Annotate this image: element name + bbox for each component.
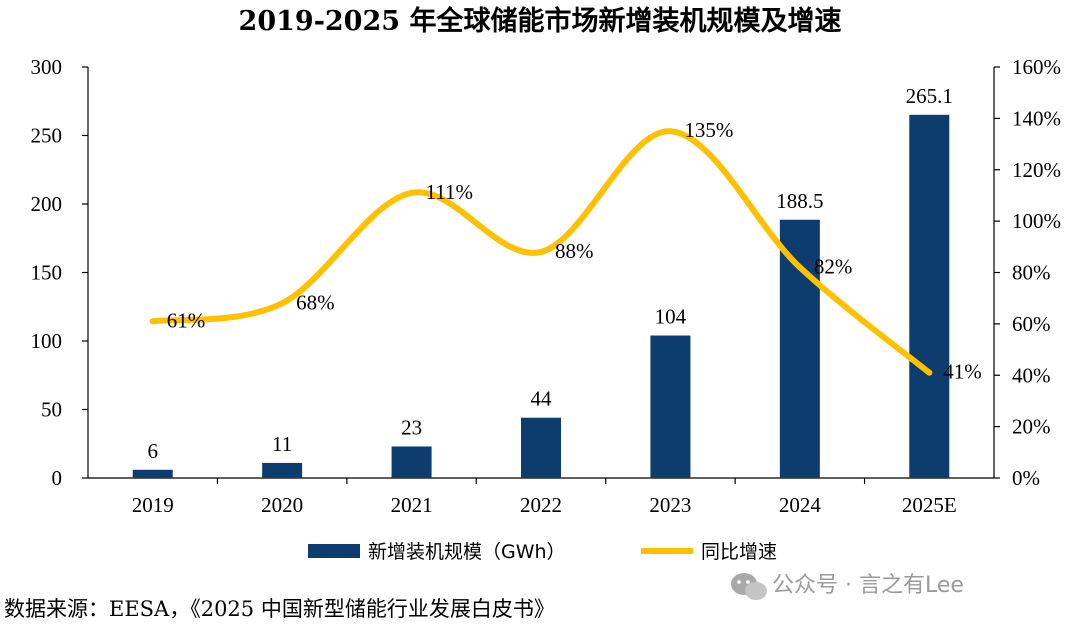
right-tick-label: 160%	[1012, 55, 1061, 79]
growth-point	[796, 264, 803, 271]
left-tick-label: 100	[31, 329, 63, 353]
watermark: 公众号 · 言之有Lee	[731, 573, 964, 600]
bars	[132, 114, 950, 479]
left-tick-label: 50	[41, 398, 62, 422]
axes: 0 50 100 150 200 250 300 0% 20% 40% 60% 80% 100% 120%…	[31, 55, 1062, 517]
bar	[650, 335, 691, 478]
watermark-text: 公众号 · 言之有Lee	[772, 573, 964, 598]
bar-value-label: 265.1	[906, 84, 953, 108]
bar-value-label: 23	[401, 415, 422, 439]
x-tick-label: 2020	[261, 493, 303, 517]
right-tick-label: 100%	[1012, 209, 1061, 233]
bar	[779, 219, 820, 478]
growth-point	[538, 248, 544, 255]
left-tick-label: 0	[52, 466, 63, 490]
bar-value-label: 188.5	[776, 189, 823, 213]
growth-point	[667, 128, 674, 135]
growth-value-label: 82%	[814, 254, 853, 278]
bar	[391, 446, 432, 478]
chart-title: 2019-2025 年全球储能市场新增装机规模及增速	[239, 5, 842, 37]
bar-value-label: 6	[147, 439, 158, 463]
growth-point	[926, 369, 933, 376]
bar	[909, 114, 950, 479]
x-tick-label: 2023	[649, 493, 691, 517]
bar	[132, 469, 173, 478]
legend-swatch-bar	[308, 544, 360, 558]
right-tick-label: 120%	[1012, 158, 1061, 182]
x-tick-label: 2019	[132, 493, 174, 517]
x-tick-label: 2021	[391, 493, 433, 517]
x-tick-label: 2024	[779, 493, 822, 517]
growth-value-label: 68%	[296, 290, 335, 314]
bar-value-label: 104	[655, 305, 687, 329]
left-tick-label: 250	[31, 124, 63, 148]
right-tick-label: 0%	[1012, 466, 1040, 490]
bar	[521, 417, 561, 478]
growth-value-label: 41%	[943, 360, 982, 384]
left-tick-label: 300	[31, 55, 63, 79]
wechat-icon	[731, 573, 767, 600]
data-labels: 6 11 23 44 104 188.5 265.1 61% 68% 111% 88% 135% 82%…	[147, 84, 981, 463]
x-tick-label: 2025E	[902, 493, 957, 517]
bar	[262, 462, 303, 478]
right-tick-label: 140%	[1012, 106, 1061, 130]
legend-label-bar: 新增装机规模（GWh）	[368, 541, 566, 563]
right-tick-label: 40%	[1012, 363, 1051, 387]
growth-value-label: 111%	[426, 180, 473, 204]
growth-value-label: 61%	[167, 308, 206, 332]
left-tick-label: 150	[31, 261, 63, 285]
growth-line	[149, 128, 933, 376]
bar-value-label: 11	[272, 432, 292, 456]
growth-value-label: 88%	[555, 239, 594, 263]
source-note: 数据来源：EESA，《2025 中国新型储能行业发展白皮书》	[4, 597, 555, 621]
left-tick-label: 200	[31, 192, 63, 216]
right-tick-label: 60%	[1012, 312, 1051, 336]
growth-point	[149, 318, 156, 325]
growth-value-label: 135%	[684, 118, 733, 142]
right-tick-label: 20%	[1012, 415, 1051, 439]
x-tick-label: 2022	[520, 493, 562, 517]
bar-value-label: 44	[531, 387, 553, 411]
growth-point	[279, 300, 286, 307]
growth-point	[408, 189, 415, 196]
legend: 新增装机规模（GWh） 同比增速	[308, 541, 777, 563]
right-tick-label: 80%	[1012, 261, 1051, 285]
legend-label-line: 同比增速	[701, 541, 777, 563]
